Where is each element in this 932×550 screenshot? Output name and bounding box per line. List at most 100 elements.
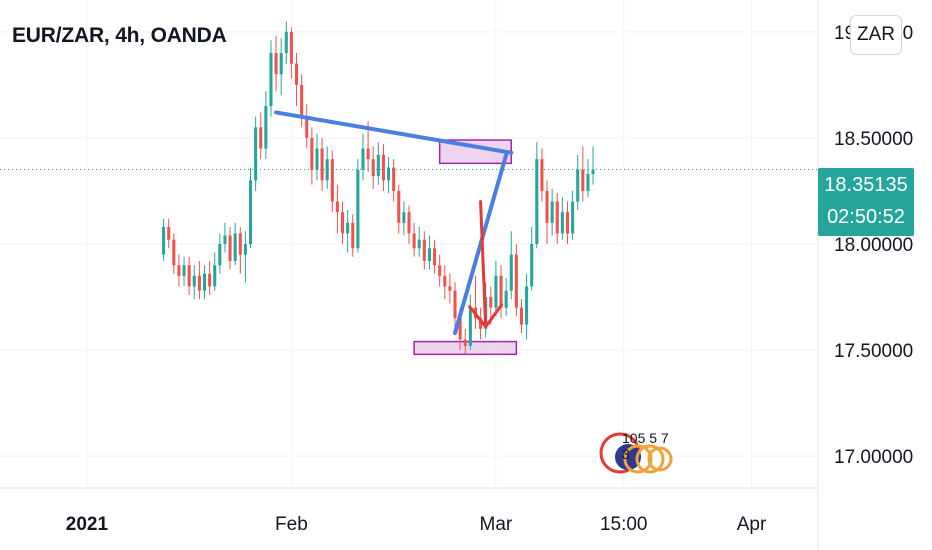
candle-body: [310, 137, 314, 170]
candle-body: [540, 159, 544, 191]
candle-body: [576, 169, 580, 202]
candle-body: [320, 148, 324, 181]
x-tick-label: 2021: [66, 514, 109, 535]
candle-body: [581, 169, 585, 191]
candle-body: [335, 201, 339, 213]
candle-body: [213, 265, 217, 287]
candle-body: [555, 201, 559, 234]
candle-body: [274, 53, 278, 75]
candle-body: [269, 53, 273, 107]
candle-body: [387, 167, 391, 181]
currency-badge[interactable]: ZAR: [850, 15, 902, 55]
candle-body: [438, 265, 442, 276]
candle-body: [300, 84, 304, 117]
candle-body: [427, 248, 431, 261]
candle-body: [468, 307, 472, 346]
candle-body: [351, 222, 355, 249]
candle-body: [504, 290, 508, 308]
candle-body: [545, 190, 549, 223]
candle-body: [248, 180, 253, 244]
down-arrow-shaft: [479, 200, 488, 329]
candle-body: [177, 265, 181, 276]
candle-body: [228, 235, 232, 261]
candle-body: [381, 154, 385, 181]
candle-body: [412, 233, 416, 249]
candle-body: [494, 275, 498, 308]
x-tick-label: 15:00: [600, 514, 648, 535]
y-tick-label: 17.00000: [834, 447, 913, 468]
candle-body: [530, 244, 534, 287]
candle-body: [197, 275, 201, 291]
candle-body: [167, 227, 171, 240]
candle-body: [448, 286, 452, 291]
candle-body: [172, 239, 176, 266]
candle-body: [479, 318, 483, 329]
current-price-tag: 18.35135 02:50:52: [818, 168, 914, 236]
candle-body: [489, 297, 493, 308]
candle-body: [407, 212, 411, 234]
candle-body: [284, 31, 288, 54]
candle-body: [264, 106, 268, 149]
candle-body: [254, 127, 258, 181]
watermark-icon: [599, 432, 673, 474]
trendline: [274, 110, 514, 155]
candle-body: [392, 167, 396, 191]
candle-body: [192, 275, 196, 287]
candle-body: [514, 254, 518, 308]
candle-body: [218, 244, 222, 266]
candle-body: [519, 307, 524, 325]
trendline: [453, 152, 509, 336]
candle-body: [499, 275, 503, 308]
candle-body: [509, 254, 513, 291]
candle-body: [238, 233, 242, 255]
watermark-logo: 105 5 7 3: [598, 428, 678, 478]
candle-body: [202, 273, 207, 291]
candle-body: [187, 265, 191, 287]
candle-body: [443, 275, 447, 287]
candle-body: [422, 239, 426, 261]
candle-body: [162, 227, 166, 255]
x-tick-label: Apr: [737, 514, 767, 535]
candle-body: [289, 31, 293, 64]
candle-body: [259, 127, 263, 149]
candle-body: [453, 290, 457, 319]
candle-body: [402, 212, 406, 223]
candle-body: [565, 212, 570, 234]
candle-body: [458, 318, 462, 340]
y-tick-label: 18.50000: [834, 129, 913, 150]
down-arrow-head: [468, 303, 504, 329]
current-price-label: 18.35135: [824, 174, 908, 196]
candle-body: [376, 154, 380, 177]
candle-body: [223, 235, 227, 244]
candle-body: [279, 53, 283, 75]
watermark-text: 105 5 7 3: [622, 430, 669, 462]
candle-body: [315, 148, 319, 170]
candle-body: [341, 212, 345, 234]
candle-body: [294, 63, 299, 85]
candle-body: [591, 169, 595, 174]
candle-body: [346, 222, 350, 234]
candle-body: [361, 148, 365, 170]
x-tick-label: Mar: [480, 514, 513, 535]
bar-countdown-label: 02:50:52: [827, 206, 905, 228]
y-tick-label: 18.00000: [834, 235, 913, 256]
candle-body: [243, 244, 247, 255]
candle-body: [233, 233, 237, 261]
candle-body: [366, 148, 370, 160]
candle-body: [397, 190, 401, 223]
candle-body: [463, 339, 467, 346]
candle-body: [371, 159, 375, 177]
candle-body: [330, 159, 334, 202]
candle-body: [433, 248, 437, 266]
candle-body: [571, 201, 575, 234]
candle-body: [208, 273, 212, 287]
candle-body: [182, 265, 186, 276]
candle-body: [417, 239, 421, 249]
candle-body: [305, 116, 309, 138]
chart-title: EUR/ZAR, 4h, OANDA: [12, 24, 227, 47]
x-tick-label: Feb: [275, 514, 308, 535]
candle-body: [325, 159, 329, 181]
y-tick-label: 17.50000: [834, 341, 913, 362]
